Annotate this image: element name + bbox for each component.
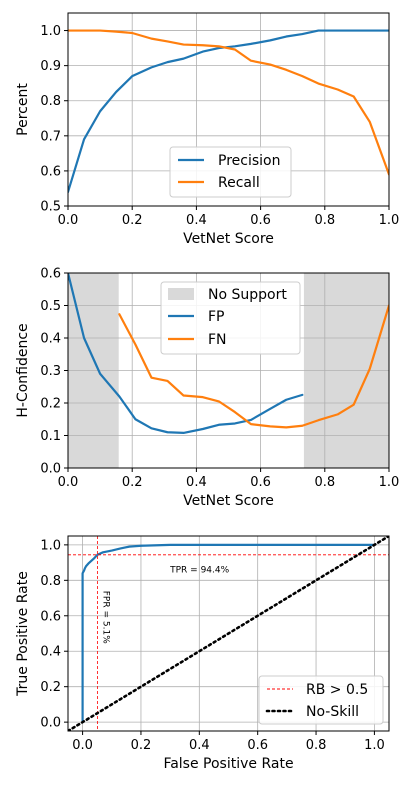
x-tick-label: 0.6	[247, 738, 268, 753]
y-tick-label: 0.6	[40, 609, 61, 624]
x-tick-label: 1.0	[364, 738, 385, 753]
legend: RB > 0.5 No-Skill	[258, 675, 384, 725]
axes-frame	[67, 535, 390, 732]
x-tick-label: 0.0	[58, 213, 79, 228]
y-tick-label: 0.5	[40, 200, 61, 215]
x-tick-label: 0.4	[189, 738, 210, 753]
recall-line	[68, 29, 389, 176]
y-tick-label: 0.7	[40, 129, 61, 144]
y-tick-label: 0.2	[40, 397, 61, 412]
y-axis-label: Percent	[15, 83, 31, 136]
legend-label: Recall	[218, 175, 260, 191]
y-axis-label: True Positive Rate	[15, 571, 31, 697]
x-axis-label: False Positive Rate	[163, 756, 293, 772]
y-tick-label: 0.0	[40, 462, 61, 477]
y-tick-label: 0.4	[40, 645, 61, 660]
y-tick-label: 0.4	[40, 332, 61, 347]
y-tick-label: 1.0	[40, 24, 61, 39]
x-tick-label: 0.6	[250, 213, 271, 228]
y-tick-label: 0.6	[40, 267, 61, 282]
fn-line	[118, 304, 389, 429]
chart-1: 0.0 0.2 0.4 0.6 0.8 1.0 0.5 0.6 0.7 0.8 0.9 1.0 VetN…	[15, 12, 400, 247]
x-tick-label: 0.2	[131, 738, 152, 753]
x-tick-label: 0.0	[72, 738, 93, 753]
x-tick-label: 0.0	[58, 475, 79, 490]
plot-area	[68, 273, 389, 468]
legend-label: FN	[208, 332, 227, 348]
chart-2: 0.0 0.2 0.4 0.6 0.8 1.0 0.0 0.1 0.2 0.3 0.4 0.5 0.6 V…	[15, 267, 399, 510]
plot-area: TPR = 94.4% FPR = 5.1%	[68, 536, 389, 731]
x-tick-label: 0.2	[122, 213, 143, 228]
y-tick-label: 0.6	[40, 164, 61, 179]
x-tick-label: 0.4	[186, 475, 207, 490]
legend-label: Precision	[218, 153, 280, 169]
y-tick-label: 0.8	[40, 574, 61, 589]
legend: No Support FP FN	[160, 281, 301, 355]
tpr-annotation: TPR = 94.4%	[169, 566, 229, 576]
y-tick-label: 0.1	[40, 429, 61, 444]
legend-label: FP	[208, 309, 225, 325]
y-tick-label: 0.2	[40, 680, 61, 695]
x-tick-label: 0.8	[314, 475, 335, 490]
legend-label: No-Skill	[306, 704, 359, 720]
legend-label: RB > 0.5	[306, 682, 368, 698]
roc-line	[81, 543, 376, 724]
legend-swatch	[168, 288, 194, 300]
x-axis-label: VetNet Score	[183, 493, 274, 509]
legend: Precision Recall	[169, 146, 292, 198]
legend-label: No Support	[208, 287, 287, 303]
x-tick-label: 1.0	[379, 213, 400, 228]
y-tick-label: 1.0	[40, 538, 61, 553]
legend-box	[160, 281, 301, 355]
y-tick-label: 0.9	[40, 59, 61, 74]
x-axis-label: VetNet Score	[183, 231, 274, 247]
y-tick-label: 0.3	[40, 364, 61, 379]
x-tick-label: 0.4	[186, 213, 207, 228]
y-tick-label: 0.0	[40, 716, 61, 731]
axes-frame	[67, 12, 390, 207]
x-tick-label: 0.8	[314, 213, 335, 228]
y-axis-label: H-Confidence	[15, 323, 31, 417]
y-tick-label: 0.8	[40, 94, 61, 109]
x-tick-label: 0.2	[122, 475, 143, 490]
y-tick-label: 0.5	[40, 299, 61, 314]
fp-line	[68, 273, 304, 434]
x-tick-label: 0.6	[250, 475, 271, 490]
x-tick-label: 0.8	[306, 738, 327, 753]
x-tick-label: 1.0	[379, 475, 400, 490]
chart-3: TPR = 94.4% FPR = 5.1% 0.0 0.2 0.4 0.6 0.8 1.0 0…	[15, 535, 390, 772]
fpr-annotation: FPR = 5.1%	[101, 591, 111, 644]
no-skill-line	[68, 536, 389, 731]
